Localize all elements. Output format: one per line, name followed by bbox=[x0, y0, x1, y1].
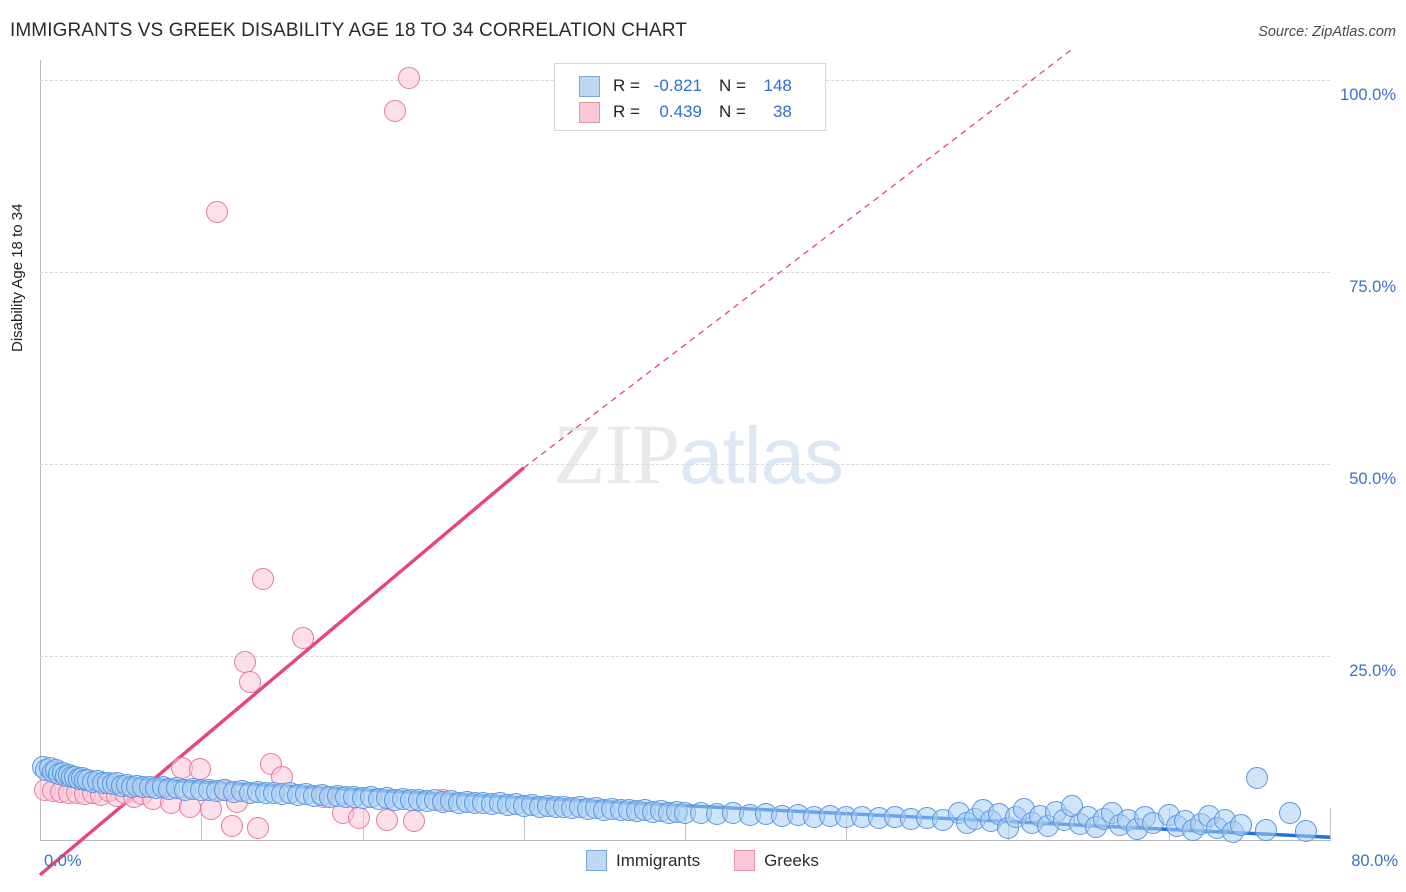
immigrants-legend-swatch bbox=[586, 850, 607, 871]
plot-area: ZIPatlas bbox=[40, 60, 1330, 840]
page-title: IMMIGRANTS VS GREEK DISABILITY AGE 18 TO… bbox=[10, 20, 687, 41]
x-axis-line bbox=[40, 840, 1331, 841]
scatter-point bbox=[291, 627, 314, 650]
greeks-color-swatch bbox=[579, 101, 600, 123]
scatter-point bbox=[1230, 813, 1253, 836]
y-axis-label: 100.0% bbox=[1340, 86, 1396, 104]
scatter-point bbox=[383, 99, 406, 122]
immigrants-r-value: -0.821 bbox=[653, 76, 702, 95]
scatter-point bbox=[251, 568, 274, 591]
source-attribution: Source: ZipAtlas.com bbox=[1258, 24, 1396, 40]
greeks-r-label: R = bbox=[613, 102, 640, 121]
immigrants-n-value: 148 bbox=[763, 76, 792, 95]
x-axis-label-max: 80.0% bbox=[1351, 852, 1398, 870]
y-axis-label: 25.0% bbox=[1349, 662, 1396, 680]
stats-row-greeks: R = 0.439 N = 38 bbox=[579, 100, 792, 124]
scatter-point bbox=[238, 671, 261, 694]
y-axis-label: 50.0% bbox=[1349, 470, 1396, 488]
legend-label-greeks: Greeks bbox=[764, 850, 819, 870]
gridline-25 bbox=[40, 656, 1330, 657]
gridline-50 bbox=[40, 464, 1330, 465]
greeks-r-value: 0.439 bbox=[659, 102, 702, 121]
scatter-point bbox=[1294, 820, 1317, 843]
y-axis-title: Disability Age 18 to 34 bbox=[9, 203, 26, 352]
x-axis-label-min: 0.0% bbox=[44, 852, 82, 870]
gridline-75 bbox=[40, 272, 1330, 273]
scatter-point bbox=[246, 817, 269, 840]
watermark-zip: ZIP bbox=[553, 406, 680, 502]
correlation-stats-box: R = -0.821 N = 148 R = 0.439 N = 38 bbox=[554, 63, 826, 131]
x-axis-tick bbox=[201, 808, 203, 840]
immigrants-n-label: N = bbox=[718, 76, 746, 95]
greeks-n-value: 38 bbox=[772, 102, 792, 121]
x-axis-tick bbox=[685, 808, 686, 840]
scatter-point bbox=[220, 814, 243, 837]
scatter-point bbox=[1254, 818, 1277, 841]
scatter-point bbox=[206, 201, 229, 224]
stats-row-immigrants: R = -0.821 N = 148 bbox=[579, 74, 792, 98]
immigrants-r-label: R = bbox=[613, 76, 640, 95]
scatter-point bbox=[233, 651, 256, 674]
watermark-atlas: atlas bbox=[679, 411, 844, 500]
scatter-point bbox=[375, 808, 398, 831]
legend-label-immigrants: Immigrants bbox=[616, 850, 701, 870]
y-axis-line bbox=[40, 60, 41, 841]
immigrants-color-swatch bbox=[579, 75, 600, 97]
scatter-point bbox=[1278, 801, 1301, 824]
y-axis-label: 75.0% bbox=[1349, 278, 1396, 296]
greeks-n-label: N = bbox=[718, 102, 746, 121]
x-axis-tick bbox=[523, 808, 525, 840]
scatter-point bbox=[403, 810, 426, 833]
legend-item-immigrants[interactable]: Immigrants bbox=[586, 850, 700, 871]
watermark: ZIPatlas bbox=[553, 404, 844, 504]
legend-item-greeks[interactable]: Greeks bbox=[734, 850, 819, 871]
scatter-point bbox=[398, 66, 421, 89]
scatter-point bbox=[188, 757, 211, 780]
x-axis-tick bbox=[1330, 808, 1331, 840]
scatter-point bbox=[1246, 767, 1269, 790]
greeks-legend-swatch bbox=[734, 850, 756, 871]
chart-legend: Immigrants Greeks bbox=[586, 850, 819, 871]
